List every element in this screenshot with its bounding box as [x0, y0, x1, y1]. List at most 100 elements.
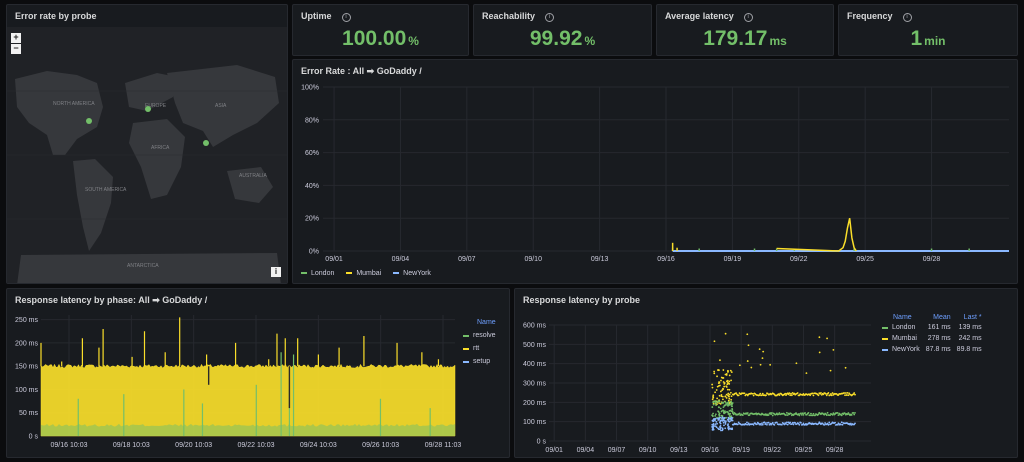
data-point-newyork	[828, 421, 831, 424]
world-map[interactable]: NORTH AMERICA EUROPE ASIA AFRICA SOUTH A…	[7, 27, 287, 283]
y-tick-label: 200 ms	[15, 340, 38, 347]
stat-number: 100.00	[342, 27, 407, 50]
data-point-newyork	[823, 423, 826, 426]
data-point-mumbai	[726, 383, 729, 386]
data-point-mumbai	[723, 385, 726, 388]
data-point-mumbai	[712, 394, 715, 397]
data-point-london	[728, 413, 731, 416]
data-point-newyork	[729, 417, 732, 420]
legend-item-mumbai[interactable]: Mumbai	[346, 270, 381, 277]
data-point-london	[732, 413, 735, 416]
data-point-mumbai	[844, 394, 846, 397]
y-tick-label: 100%	[301, 85, 319, 92]
x-tick-label: 09/18 10:03	[113, 442, 150, 449]
stat-number: 1	[910, 27, 923, 50]
panel-title: Response latency by probe	[523, 295, 641, 305]
data-point-london	[714, 400, 717, 403]
data-point-newyork	[780, 423, 783, 426]
data-point-mumbai-outlier	[769, 363, 772, 366]
x-tick-label: 09/04	[392, 256, 410, 263]
data-point-mumbai-outlier	[750, 366, 753, 369]
latency-by-phase-chart[interactable]: 0 s 50 ms 100 ms 150 ms 200 ms 250 ms 09/16 10…	[7, 289, 510, 458]
x-tick-label: 09/19	[732, 447, 750, 454]
data-point-london	[725, 416, 728, 419]
data-point-mumbai	[817, 394, 820, 397]
info-icon[interactable]: i	[545, 13, 555, 22]
data-point-newyork	[839, 423, 842, 426]
map-info-icon[interactable]: i	[271, 267, 281, 277]
data-point-mumbai	[713, 370, 716, 373]
info-icon[interactable]: i	[743, 13, 753, 22]
info-icon[interactable]: i	[902, 13, 912, 22]
data-point-mumbai	[761, 394, 763, 397]
header-name[interactable]: Name	[893, 314, 912, 321]
legend-label: rtt	[473, 345, 480, 352]
data-point-mumbai	[720, 376, 723, 379]
reachability-stat-panel: Reachability i 99.92%	[473, 4, 652, 56]
data-point-london	[840, 414, 843, 417]
y-tick-label: 60%	[305, 150, 319, 157]
data-point-mumbai	[784, 392, 787, 395]
data-point-london	[854, 412, 856, 414]
y-tick-label: 20%	[305, 216, 319, 223]
legend-swatch	[301, 272, 307, 274]
legend-item-rtt[interactable]: rtt	[463, 342, 496, 355]
data-point-mumbai	[811, 392, 814, 395]
legend-item-setup[interactable]: setup	[463, 355, 496, 368]
data-point-mumbai-outlier	[758, 348, 761, 351]
data-point-london	[802, 413, 805, 416]
map-label-europe: EUROPE	[145, 103, 167, 109]
error-rate-chart[interactable]: 0% 20% 40% 60% 80% 100% 09/01 09/04 09/07 09/10 09…	[293, 60, 1018, 284]
data-point-mumbai	[830, 392, 832, 395]
zoom-out-button[interactable]: −	[11, 44, 21, 54]
probe-marker-newyork[interactable]	[86, 118, 92, 124]
probe-marker-london[interactable]	[145, 106, 151, 112]
latency-by-probe-chart[interactable]: 0 s 100 ms 200 ms 300 ms 400 ms 500 ms 600 ms 0…	[515, 289, 1018, 458]
legend-item-london[interactable]: London	[301, 270, 334, 277]
data-point-london	[778, 412, 781, 414]
data-point-mumbai	[728, 393, 731, 396]
last-value: 89.8 ms	[956, 346, 982, 353]
zoom-in-button[interactable]: +	[11, 33, 21, 43]
data-point-mumbai	[730, 395, 733, 398]
data-point-mumbai	[718, 381, 721, 384]
x-tick-label: 09/20 10:03	[175, 442, 212, 449]
data-point-london	[771, 414, 774, 417]
data-point-mumbai	[714, 391, 717, 394]
legend-row-newyork[interactable]: NewYork 87.8 ms 89.8 ms	[879, 344, 985, 355]
data-point-london	[785, 414, 787, 416]
data-point-london	[829, 414, 831, 417]
stat-unit: %	[584, 34, 596, 48]
data-point-mumbai-outlier	[724, 332, 727, 335]
data-point-newyork	[711, 426, 714, 428]
data-point-london	[731, 407, 734, 410]
data-point-newyork	[712, 418, 715, 421]
data-point-mumbai	[725, 386, 728, 388]
data-point-london	[728, 409, 731, 412]
map-label-south-america: SOUTH AMERICA	[85, 187, 127, 193]
legend-label: London	[892, 324, 916, 331]
legend-row-mumbai[interactable]: Mumbai 278 ms 242 ms	[879, 333, 985, 344]
info-icon[interactable]: i	[341, 13, 351, 22]
last-value: 139 ms	[958, 324, 982, 331]
probe-marker-mumbai[interactable]	[203, 140, 209, 146]
header-mean[interactable]: Mean	[933, 314, 951, 321]
data-point-newyork	[719, 416, 722, 419]
x-tick-label: 09/16	[701, 447, 719, 454]
legend-item-resolve[interactable]: resolve	[463, 329, 496, 342]
data-point-mumbai	[729, 369, 732, 372]
stat-value: 1 min	[839, 27, 1017, 51]
stat-value: 100.00%	[293, 27, 468, 51]
series-area-setup	[41, 423, 455, 436]
x-tick-label: 09/25	[795, 447, 813, 454]
x-tick-label: 09/01	[545, 447, 563, 454]
x-tick-label: 09/26 10:03	[362, 442, 399, 449]
data-point-mumbai	[729, 391, 732, 394]
map-label-north-america: NORTH AMERICA	[53, 101, 95, 107]
stat-title: Uptime	[301, 11, 332, 21]
data-point-newyork	[834, 421, 836, 424]
legend-item-newyork[interactable]: NewYork	[393, 270, 431, 277]
header-last[interactable]: Last *	[963, 314, 982, 321]
data-point-newyork	[731, 428, 734, 431]
legend-row-london[interactable]: London 161 ms 139 ms	[879, 322, 985, 333]
